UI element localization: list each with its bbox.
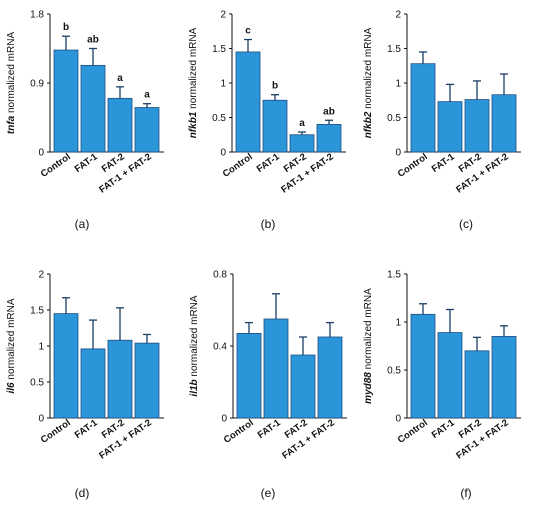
bar-fat-1 <box>262 99 288 153</box>
y-tick-label: 0 <box>221 414 227 425</box>
bar-fat-1 <box>80 348 106 419</box>
significance-letter: ab <box>87 35 99 46</box>
y-tick-label: 1 <box>38 342 44 353</box>
bar-fat-2 <box>289 134 315 153</box>
y-axis-label-gene: il6 <box>6 382 17 394</box>
y-tick-label: 0.5 <box>387 366 401 377</box>
y-axis-label-gene: nfkb2 <box>363 111 374 138</box>
significance-letter: a <box>117 73 123 84</box>
y-axis-label-suffix: normalized mRNA <box>189 295 200 379</box>
y-axis-label-gene: il1b <box>189 379 200 396</box>
bar-fat-1 <box>263 318 289 419</box>
y-axis-label-suffix: normalized mRNA <box>188 27 199 111</box>
significance-letter: b <box>272 81 278 92</box>
y-tick-label: 0 <box>38 148 44 159</box>
significance-letter: c <box>245 26 251 37</box>
significance-letter: a <box>144 90 150 101</box>
y-tick-label: 0.9 <box>30 79 44 90</box>
y-tick-label: 1 <box>220 79 226 90</box>
y-axis-label: il6 normalized mRNA <box>6 298 17 393</box>
bar-control <box>410 63 436 153</box>
y-axis-label-suffix: normalized mRNA <box>363 288 374 372</box>
panel-label: (d) <box>75 486 90 500</box>
y-tick-label: 0 <box>220 148 226 159</box>
bar-fat-2 <box>464 99 490 153</box>
panel-label: (f) <box>460 486 471 500</box>
panel-label: (a) <box>75 217 90 231</box>
bar-fat-1-fat-2 <box>316 124 342 153</box>
bar-fat-2 <box>107 339 133 419</box>
y-axis-label-suffix: normalized mRNA <box>363 27 374 111</box>
y-tick-label: 0 <box>38 414 44 425</box>
y-tick-label: 1.5 <box>387 270 401 281</box>
y-axis-label-gene: tnfa <box>6 115 17 134</box>
category-label: FAT-1 <box>255 151 283 175</box>
bar-fat-1 <box>80 64 106 153</box>
y-tick-label: 1 <box>395 318 401 329</box>
y-axis-label: il1b normalized mRNA <box>189 295 200 396</box>
bar-control <box>236 332 262 419</box>
bar-fat-1-fat-2 <box>491 335 517 419</box>
category-label: FAT-1 <box>430 151 458 175</box>
y-axis-label-gene: nfkb1 <box>188 111 199 138</box>
panel-label: (c) <box>459 217 473 231</box>
y-tick-label: 1.8 <box>30 10 44 21</box>
bar-fat-1-fat-2 <box>134 107 160 153</box>
bar-fat-1-fat-2 <box>491 94 517 153</box>
bar-fat-1-fat-2 <box>317 336 343 419</box>
significance-letter: a <box>299 118 305 129</box>
y-tick-label: 0 <box>395 414 401 425</box>
bar-fat-1 <box>437 101 463 153</box>
bar-control <box>53 49 79 153</box>
y-axis-label: nfkb1 normalized mRNA <box>188 27 199 138</box>
category-label: FAT-1 <box>256 417 284 441</box>
bar-control <box>410 313 436 419</box>
y-axis-label: nfkb2 normalized mRNA <box>363 27 374 138</box>
y-axis-label-suffix: normalized mRNA <box>6 298 17 382</box>
y-tick-label: 2 <box>395 10 401 21</box>
y-axis-label-gene: myd88 <box>363 372 374 404</box>
y-tick-label: 0.5 <box>212 113 226 124</box>
y-axis-label-suffix: normalized mRNA <box>6 32 17 116</box>
category-label: FAT-1 <box>73 417 101 441</box>
category-label: FAT-1 <box>73 151 101 175</box>
y-axis-label: myd88 normalized mRNA <box>363 288 374 404</box>
y-tick-label: 1 <box>395 79 401 90</box>
y-tick-label: 1.5 <box>30 306 44 317</box>
y-tick-label: 0 <box>395 148 401 159</box>
y-tick-label: 1.5 <box>212 44 226 55</box>
bar-fat-1-fat-2 <box>134 342 160 419</box>
bar-fat-2 <box>290 354 316 419</box>
bar-fat-2 <box>464 350 490 419</box>
bar-control <box>235 51 261 153</box>
y-tick-label: 0.5 <box>30 378 44 389</box>
y-tick-label: 2 <box>38 270 44 281</box>
y-tick-label: 2 <box>220 10 226 21</box>
significance-letter: b <box>63 22 69 33</box>
y-axis-label: tnfa normalized mRNA <box>6 32 17 135</box>
panel-label: (e) <box>261 486 276 500</box>
significance-letter: ab <box>323 106 335 117</box>
bar-control <box>53 313 79 419</box>
bar-fat-1 <box>437 332 463 419</box>
category-label: FAT-1 <box>430 417 458 441</box>
y-tick-label: 0.4 <box>213 342 227 353</box>
bar-fat-2 <box>107 97 133 153</box>
y-tick-label: 0.8 <box>213 270 227 281</box>
panel-label: (b) <box>261 217 276 231</box>
y-tick-label: 0.5 <box>387 113 401 124</box>
y-tick-label: 1.5 <box>387 44 401 55</box>
